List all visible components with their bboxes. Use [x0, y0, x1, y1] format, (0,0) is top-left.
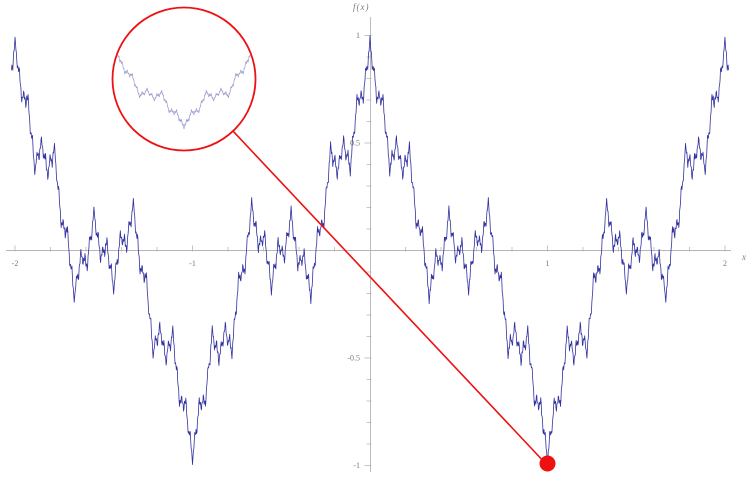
x-axis-ticks: [14, 245, 726, 252]
x-tick-label: 2: [723, 259, 727, 268]
y-tick-label: -0.5: [347, 354, 360, 363]
weierstrass-curve: [11, 35, 729, 465]
y-tick-label: 1: [356, 31, 360, 40]
axis-tick-labels: -2 -1 1 2 1 0.5 -0.5 -1: [12, 31, 727, 470]
callout-line: [232, 130, 549, 467]
x-tick-label: 1: [546, 259, 550, 268]
y-axis-ticks: [364, 35, 372, 466]
inset-curve: [117, 54, 251, 130]
magnifier-circle: [111, 6, 257, 152]
x-tick-label: -1: [189, 259, 196, 268]
y-tick-label: -1: [353, 461, 360, 470]
highlight-point-dot: [539, 455, 556, 472]
y-axis-title: f(x): [353, 2, 370, 12]
x-tick-label: -2: [12, 259, 19, 268]
y-tick-label: 0.5: [350, 139, 360, 148]
x-axis-title: x: [742, 252, 747, 262]
